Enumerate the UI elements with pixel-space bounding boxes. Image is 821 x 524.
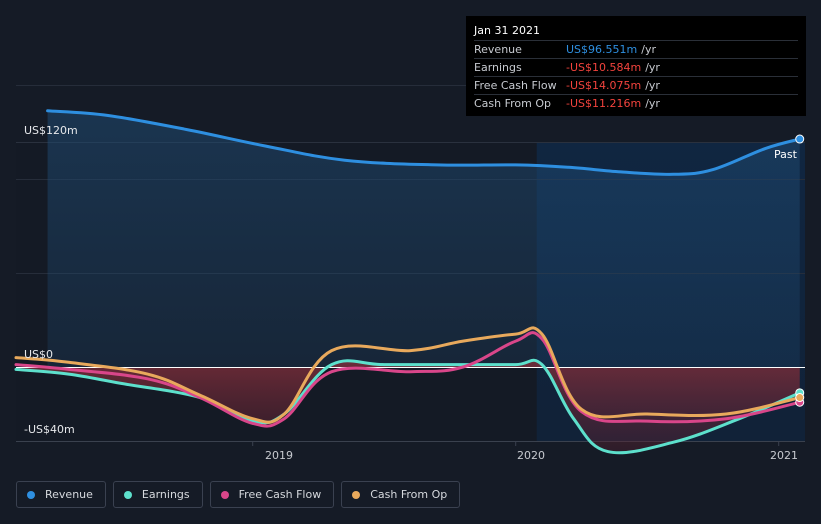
tooltip-row-free-cash-flow: Free Cash Flow -US$14.075m /yr (474, 76, 798, 94)
tooltip-label: Revenue (474, 43, 522, 56)
earnings-line (14, 358, 802, 455)
tooltip-value: US$96.551m (566, 43, 638, 56)
legend-label: Earnings (141, 488, 190, 501)
legend-item-earnings[interactable]: Earnings (112, 481, 203, 508)
legend-label: Free Cash Flow (238, 488, 322, 501)
tooltip-unit: /yr (645, 97, 660, 110)
revenue-end-point (795, 134, 805, 144)
cash-from-op-line (14, 326, 802, 424)
x-tick-label: 2019 (265, 449, 293, 462)
legend-label: Revenue (45, 488, 93, 501)
legend-dot-icon (27, 490, 35, 499)
legend-dot-icon (220, 490, 229, 499)
tooltip-row-revenue: Revenue US$96.551m /yr (474, 40, 798, 58)
negative-area (16, 360, 800, 453)
legend-label: Cash From Op (370, 488, 448, 501)
tooltip-row-cash-from-op: Cash From Op -US$11.216m /yr (474, 94, 798, 112)
legend-item-free-cash-flow[interactable]: Free Cash Flow (209, 481, 335, 508)
y-axis-label-zero: US$0 (24, 348, 54, 361)
past-label: Past (774, 148, 797, 161)
y-axis-label-top: US$120m (24, 124, 78, 137)
free-cash-flow-line (14, 331, 802, 428)
revenue-line (46, 109, 802, 176)
x-tick-label: 2021 (770, 449, 798, 462)
tooltip-value: -US$14.075m (566, 79, 642, 92)
tooltip-unit: /yr (641, 43, 656, 56)
tooltip-label: Cash From Op (474, 97, 552, 110)
tooltip-value: -US$10.584m (566, 61, 642, 74)
legend: Revenue Earnings Free Cash Flow Cash Fro… (16, 481, 467, 508)
tooltip-value: -US$11.216m (566, 97, 642, 110)
tooltip-label: Free Cash Flow (474, 79, 557, 92)
tooltip-unit: /yr (645, 61, 660, 74)
legend-item-cash-from-op[interactable]: Cash From Op (341, 481, 461, 508)
revenue-area (47, 110, 800, 368)
legend-item-revenue[interactable]: Revenue (16, 481, 106, 508)
tooltip-label: Earnings (474, 61, 522, 74)
tooltip-unit: /yr (645, 79, 660, 92)
legend-dot-icon (123, 490, 132, 499)
tooltip: Jan 31 2021 Revenue US$96.551m /yr Earni… (466, 16, 806, 116)
tooltip-row-earnings: Earnings -US$10.584m /yr (474, 58, 798, 76)
tooltip-date: Jan 31 2021 (474, 24, 540, 37)
y-axis-label-bottom: -US$40m (24, 423, 75, 436)
x-tick-label: 2020 (517, 449, 545, 462)
cash-from-op-end-point (795, 393, 805, 403)
legend-dot-icon (352, 490, 361, 499)
